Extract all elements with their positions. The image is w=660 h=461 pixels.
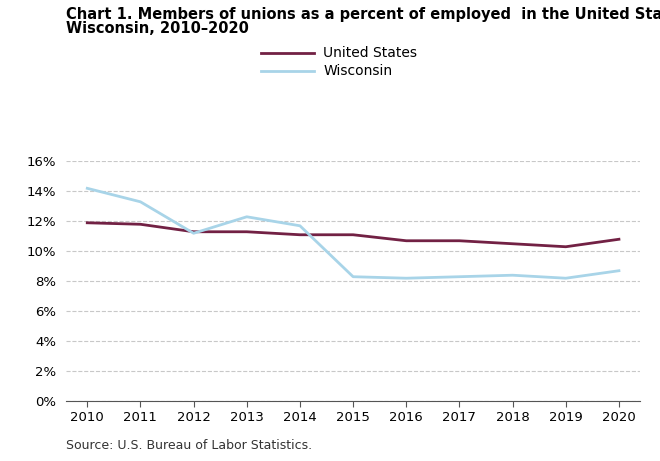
- Text: Wisconsin, 2010–2020: Wisconsin, 2010–2020: [66, 21, 249, 36]
- Text: Chart 1. Members of unions as a percent of employed  in the United States and: Chart 1. Members of unions as a percent …: [66, 7, 660, 22]
- Text: Wisconsin: Wisconsin: [323, 65, 393, 78]
- Text: United States: United States: [323, 46, 417, 60]
- Text: Source: U.S. Bureau of Labor Statistics.: Source: U.S. Bureau of Labor Statistics.: [66, 439, 312, 452]
